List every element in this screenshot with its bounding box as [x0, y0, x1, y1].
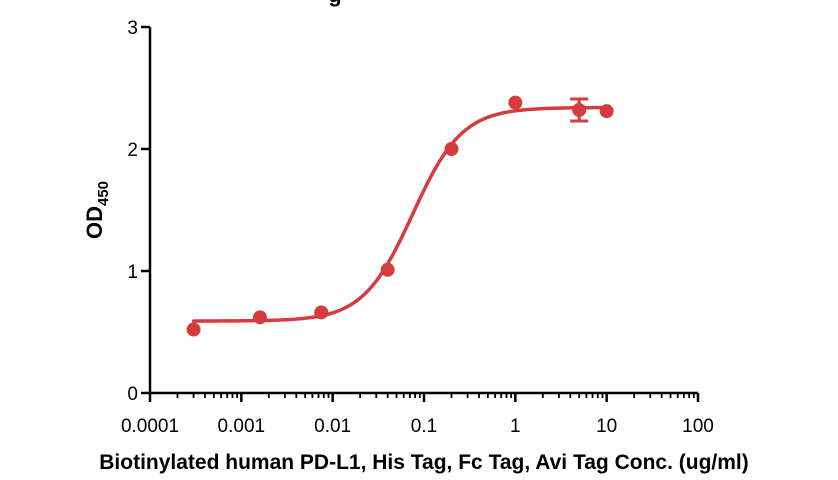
y-axis-label-subscript: 450 — [95, 181, 112, 206]
data-point — [444, 142, 459, 156]
x-axis: 0.0001 0.001 0.01 0.1 1 10 100 — [121, 391, 714, 437]
data-point — [186, 322, 201, 337]
y-tick-label: 1 — [127, 262, 138, 283]
y-tick-label: 0 — [127, 384, 138, 405]
y-axis-label-main: OD — [82, 206, 107, 239]
x-tick-label: 0.001 — [218, 416, 266, 437]
chart-top-title-fragment: g — [328, 0, 341, 7]
x-tick-label: 1 — [510, 416, 521, 437]
data-point — [508, 95, 523, 110]
data-point — [252, 310, 267, 325]
x-tick-label: 0.01 — [314, 416, 351, 437]
y-axis: 0 1 2 3 — [127, 18, 152, 405]
x-axis-label: Biotinylated human PD-L1, His Tag, Fc Ta… — [99, 451, 748, 474]
x-tick-label: 10 — [596, 416, 617, 437]
x-tick-label: 0.0001 — [121, 416, 179, 437]
x-tick-label: 100 — [682, 416, 714, 437]
fit-curve — [191, 105, 609, 323]
y-tick-label: 3 — [127, 18, 138, 39]
data-point — [572, 102, 587, 117]
data-point — [314, 305, 329, 320]
y-tick-label: 2 — [127, 140, 138, 161]
data-point — [599, 104, 614, 119]
data-point — [380, 262, 395, 277]
x-tick-label: 0.1 — [411, 416, 437, 437]
plot-area — [186, 95, 614, 337]
y-axis-label: OD450 — [82, 181, 112, 239]
